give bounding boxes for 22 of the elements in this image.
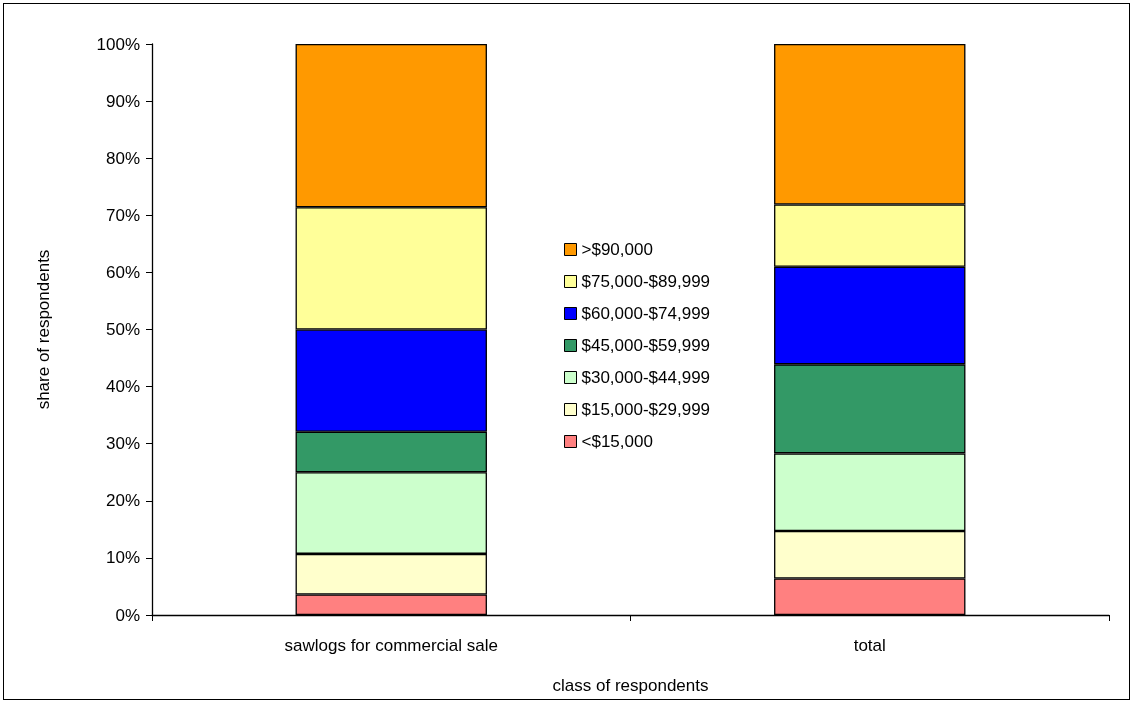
legend-label: $75,000-$89,999: [581, 272, 711, 291]
y-axis-title: share of respondents: [34, 249, 53, 410]
legend-label: $45,000-$59,999: [581, 336, 711, 355]
legend-label: >$90,000: [581, 240, 653, 259]
y-tick-label: 30%: [105, 434, 140, 454]
y-tick-label: 80%: [105, 148, 140, 168]
y-tick-label: 90%: [105, 91, 140, 111]
y-tick-label: 60%: [105, 262, 140, 282]
legend-label: $60,000-$74,999: [581, 304, 711, 323]
x-axis-title: class of respondents: [552, 676, 709, 695]
y-tick-label: 20%: [105, 491, 140, 511]
legend-label: $15,000-$29,999: [581, 400, 711, 419]
legend-label: $30,000-$44,999: [581, 368, 711, 387]
y-tick-label: 10%: [105, 548, 140, 568]
y-tick-label: 40%: [105, 377, 140, 397]
x-tick-label: total: [853, 636, 886, 655]
x-tick-label: sawlogs for commercial sale: [284, 636, 499, 655]
y-tick-label: 50%: [105, 320, 140, 339]
y-tick-label: 70%: [105, 205, 140, 225]
y-tick-label: 100%: [96, 34, 140, 54]
y-tick-label: 0%: [115, 605, 140, 625]
legend-label: <$15,000: [581, 432, 653, 451]
